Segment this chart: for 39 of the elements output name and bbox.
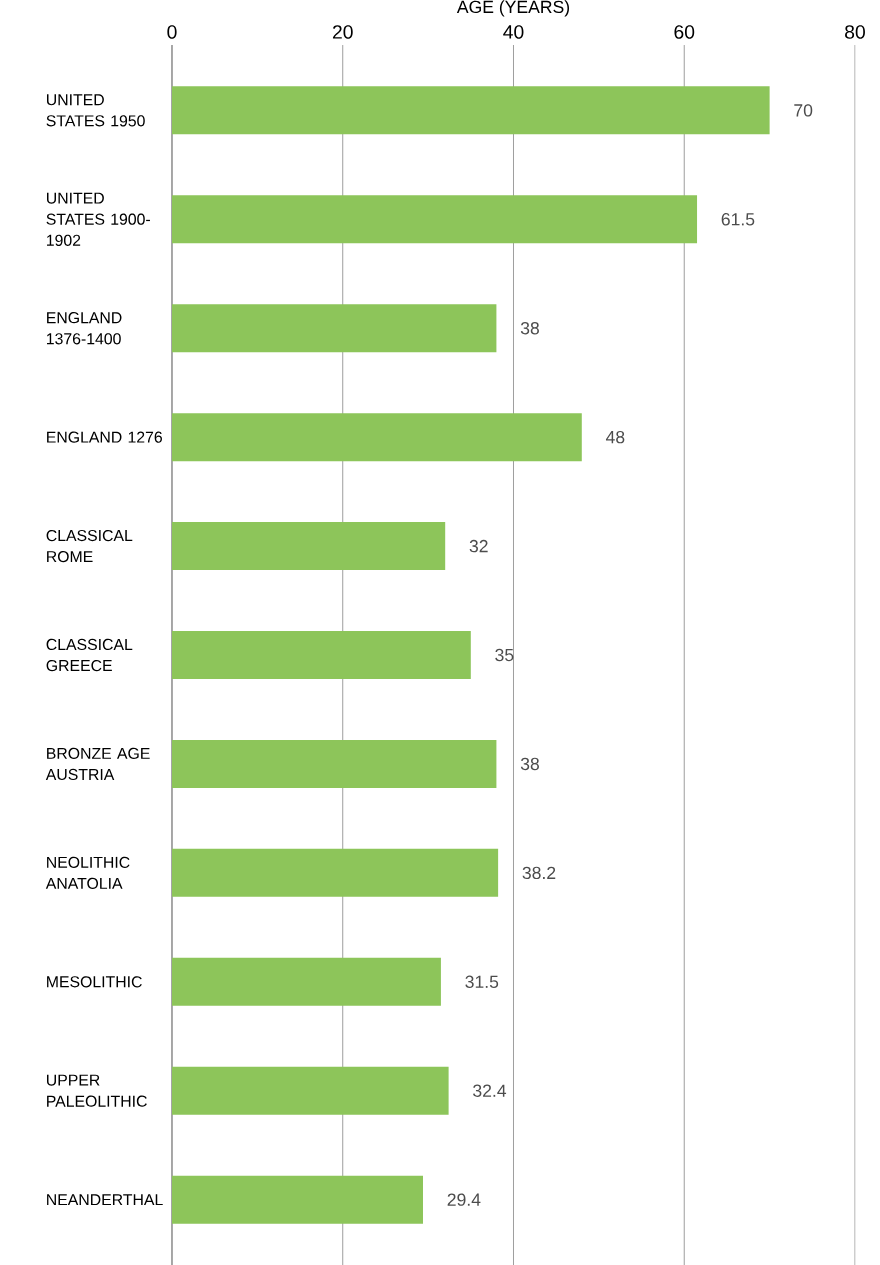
y-tick-label: UPPER PALEOLITHIC xyxy=(47,1074,147,1107)
x-tick-label: 60 xyxy=(674,25,695,39)
data-label: 61.5 xyxy=(721,213,755,226)
x-tick-label: 40 xyxy=(503,25,524,39)
bar xyxy=(172,848,499,897)
data-label: 32 xyxy=(469,539,488,553)
y-tick-label: NEANDERTHAL xyxy=(47,1194,163,1206)
x-tick-label: 80 xyxy=(845,25,865,39)
data-label: 38 xyxy=(520,757,539,771)
y-tick-label: ENGLAND 1376-1400 xyxy=(47,312,122,345)
bar xyxy=(172,522,446,571)
y-tick-label: UNITED STATES 1900-1902 xyxy=(46,192,150,246)
x-tick-label: 20 xyxy=(332,25,353,39)
bar xyxy=(172,1175,423,1224)
y-tick-label: CLASSICAL ROME xyxy=(46,529,133,563)
bar xyxy=(172,739,497,788)
y-tick-label: UNITED STATES 1950 xyxy=(46,94,145,127)
bar xyxy=(172,304,497,353)
data-label: 32.4 xyxy=(473,1084,507,1097)
y-tick-label: ENGLAND 1276 xyxy=(47,431,162,443)
data-label: 38.2 xyxy=(522,866,556,880)
data-label: 31.5 xyxy=(465,975,499,989)
bar xyxy=(172,195,698,244)
x-axis-title: AGE (YEARS) xyxy=(456,0,570,17)
y-tick-label: NEOLITHIC ANATOLIA xyxy=(45,856,130,890)
y-tick-label: CLASSICAL GREECE xyxy=(46,638,133,672)
bar xyxy=(172,413,582,462)
bar xyxy=(172,1066,449,1115)
y-tick-label: BRONZE AGE AUSTRIA xyxy=(45,747,150,781)
bar xyxy=(172,86,770,135)
data-label: 48 xyxy=(605,430,625,444)
data-label: 38 xyxy=(520,322,539,335)
y-tick-label: MESOLITHIC xyxy=(47,976,142,988)
bar xyxy=(172,631,471,680)
x-tick-label: 0 xyxy=(167,25,177,39)
bar xyxy=(172,957,441,1006)
data-label: 29.4 xyxy=(447,1193,481,1206)
data-label: 35 xyxy=(495,648,514,662)
data-label: 70 xyxy=(794,104,813,117)
